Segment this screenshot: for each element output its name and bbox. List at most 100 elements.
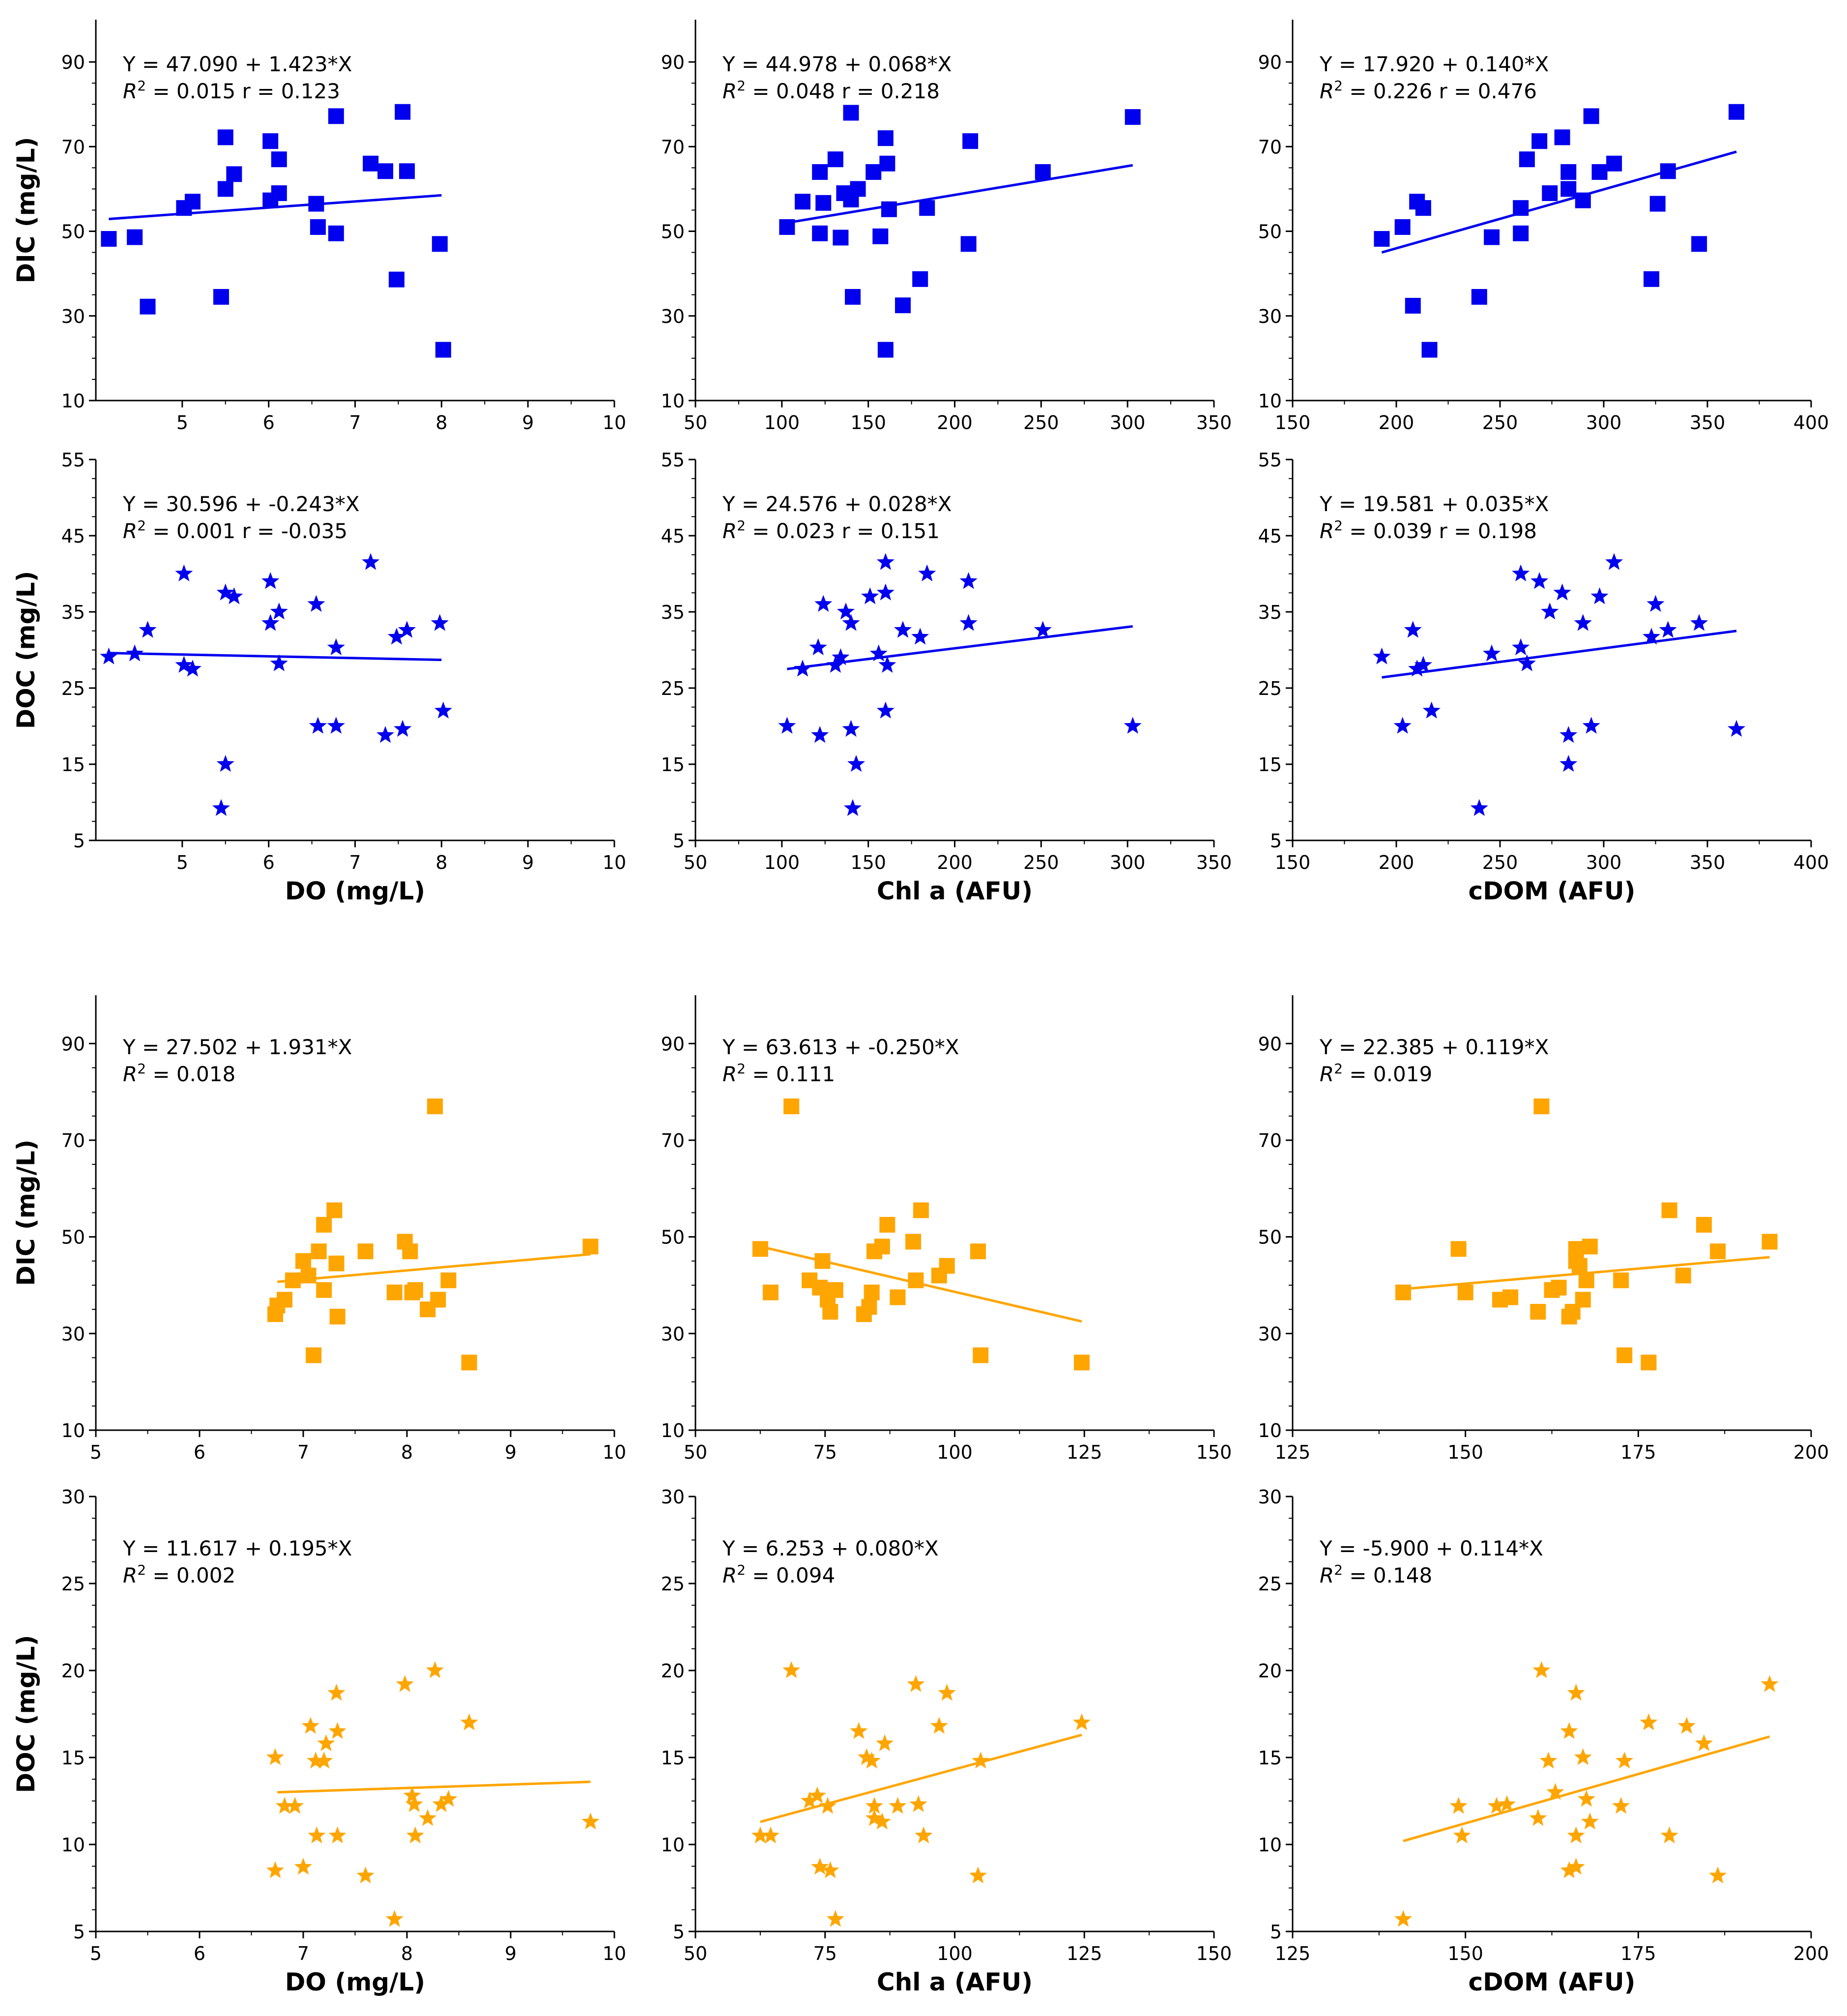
y-tick-label: 30 bbox=[1258, 1486, 1282, 1508]
data-point bbox=[1675, 1267, 1691, 1284]
data-point bbox=[1532, 1661, 1551, 1678]
data-point bbox=[1539, 1752, 1558, 1769]
y-axis-label: DOC (mg/L) bbox=[12, 571, 40, 729]
data-point bbox=[865, 1797, 883, 1814]
data-point bbox=[1659, 621, 1677, 638]
y-tick-label: 5 bbox=[73, 1921, 85, 1943]
data-point bbox=[326, 1202, 343, 1218]
y-tick-label: 15 bbox=[661, 754, 685, 776]
data-point bbox=[939, 1258, 955, 1274]
data-point bbox=[876, 583, 895, 601]
x-tick-label: 8 bbox=[435, 852, 447, 873]
data-point bbox=[850, 181, 866, 197]
r-squared-value: 0.015 bbox=[176, 79, 235, 103]
data-point bbox=[811, 1858, 829, 1875]
data-point bbox=[183, 660, 202, 677]
data-point bbox=[217, 129, 233, 145]
fit-statistics: R2 = 0.048 r = 0.218 bbox=[722, 78, 940, 103]
regression-line bbox=[109, 652, 442, 662]
data-point bbox=[1487, 1797, 1505, 1814]
y-tick-label: 20 bbox=[1258, 1660, 1282, 1682]
y-axis-label: DIC (mg/L) bbox=[12, 137, 40, 284]
data-point bbox=[1405, 298, 1421, 314]
data-point bbox=[905, 1234, 922, 1250]
r-value: 0.476 bbox=[1478, 79, 1537, 103]
x-tick-label: 6 bbox=[194, 1441, 205, 1463]
r-value: 0.123 bbox=[281, 79, 340, 103]
data-point bbox=[431, 614, 449, 631]
data-point bbox=[850, 1722, 868, 1739]
regression-line bbox=[277, 1253, 591, 1283]
data-point bbox=[801, 1791, 819, 1809]
y-tick-label: 70 bbox=[661, 1130, 685, 1152]
y-tick-label: 5 bbox=[673, 1921, 685, 1943]
data-point bbox=[843, 799, 862, 816]
y-tick-label: 15 bbox=[61, 1747, 85, 1769]
y-tick-label: 45 bbox=[661, 525, 685, 547]
y-tick-label: 5 bbox=[1270, 1921, 1282, 1943]
data-point bbox=[386, 1284, 403, 1300]
data-point bbox=[1422, 701, 1441, 719]
x-tick-label: 150 bbox=[1447, 1441, 1483, 1463]
x-tick-label: 200 bbox=[1793, 1441, 1829, 1463]
y-tick-label: 10 bbox=[661, 1420, 685, 1441]
data-point bbox=[843, 105, 859, 121]
r-value: 0.198 bbox=[1478, 519, 1537, 543]
y-tick-label: 55 bbox=[661, 449, 685, 471]
data-point bbox=[1553, 583, 1571, 601]
data-point bbox=[213, 289, 229, 305]
data-point bbox=[959, 614, 978, 631]
data-point bbox=[832, 648, 850, 665]
data-point bbox=[461, 1354, 477, 1371]
x-tick-label: 350 bbox=[1196, 412, 1232, 433]
data-point bbox=[327, 717, 345, 734]
x-tick-label: 5 bbox=[90, 1943, 102, 1964]
data-point bbox=[406, 1826, 424, 1843]
data-point bbox=[1641, 1354, 1657, 1371]
data-point bbox=[962, 133, 979, 149]
data-point bbox=[919, 200, 935, 216]
x-tick-label: 50 bbox=[684, 852, 707, 873]
x-tick-label: 200 bbox=[937, 412, 973, 433]
data-point bbox=[1616, 1347, 1633, 1363]
data-point bbox=[845, 289, 861, 305]
data-point bbox=[1690, 614, 1708, 631]
data-point bbox=[294, 1858, 313, 1875]
regression-line bbox=[1382, 630, 1737, 679]
data-point bbox=[277, 1292, 293, 1308]
data-point bbox=[1728, 720, 1746, 737]
panel-5: 50 100 150 200 250 300 350 5 15 25 35 45 55 Chl a (AF… bbox=[661, 449, 1232, 905]
data-point bbox=[1512, 564, 1530, 581]
data-point bbox=[1408, 660, 1426, 677]
y-tick-label: 35 bbox=[1258, 602, 1282, 623]
data-point bbox=[434, 701, 452, 719]
data-point bbox=[878, 656, 896, 673]
y-tick-label: 30 bbox=[661, 306, 685, 327]
data-point bbox=[399, 163, 415, 179]
data-point bbox=[890, 1289, 906, 1305]
data-point bbox=[1449, 1797, 1468, 1814]
r-value: 0.151 bbox=[881, 519, 940, 543]
y-tick-label: 35 bbox=[661, 602, 685, 623]
data-point bbox=[376, 726, 395, 743]
x-tick-label: 7 bbox=[297, 1943, 309, 1964]
data-point bbox=[262, 133, 279, 149]
y-tick-label: 10 bbox=[61, 1834, 85, 1856]
data-point bbox=[761, 1826, 779, 1843]
data-point bbox=[1559, 726, 1578, 743]
y-tick-label: 10 bbox=[661, 390, 685, 412]
x-tick-label: 200 bbox=[1379, 852, 1414, 873]
data-point bbox=[814, 1253, 831, 1269]
y-tick-label: 90 bbox=[1258, 52, 1282, 73]
data-point bbox=[308, 196, 324, 212]
x-tick-label: 9 bbox=[522, 412, 534, 433]
data-point bbox=[1710, 1243, 1726, 1260]
y-axis-label: DOC (mg/L) bbox=[12, 1635, 40, 1793]
x-tick-label: 150 bbox=[1275, 852, 1311, 873]
data-point bbox=[762, 1284, 779, 1300]
data-point bbox=[225, 587, 243, 605]
y-tick-label: 45 bbox=[61, 525, 85, 547]
y-tick-label: 15 bbox=[661, 1747, 685, 1769]
y-tick-label: 5 bbox=[673, 830, 685, 852]
data-point bbox=[812, 164, 828, 180]
